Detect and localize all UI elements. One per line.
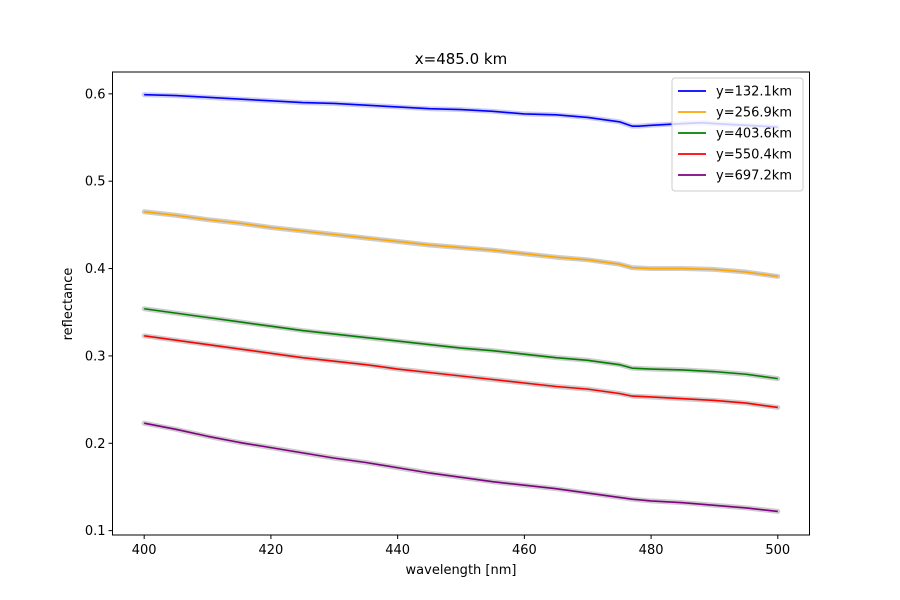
x-tick-label: 400 (132, 543, 157, 558)
y-tick-label: 0.3 (85, 349, 106, 364)
series-band-5 (141, 420, 781, 514)
plot-series (141, 92, 781, 514)
legend: y=132.1km y=256.9km y=403.6km y=550.4km y=69… (671, 77, 804, 192)
series-line-3 (144, 307, 778, 380)
x-axis-ticks: 400 420 440 460 480 500 (132, 535, 790, 558)
y-tick-label: 0.4 (85, 262, 106, 277)
legend-label-5: y=697.2km (716, 169, 792, 184)
series-band-3 (141, 306, 781, 382)
y-tick-label: 0.6 (85, 87, 106, 102)
y-axis-ticks: 0.1 0.2 0.3 0.4 0.5 0.6 (85, 87, 113, 539)
x-tick-label: 460 (512, 543, 537, 558)
chart-title: x=485.0 km (415, 50, 507, 68)
series-line-2 (144, 210, 778, 278)
x-tick-label: 420 (258, 543, 283, 558)
x-axis-label: wavelength [nm] (406, 563, 517, 578)
legend-label-4: y=550.4km (716, 148, 792, 163)
series-band-2 (141, 209, 781, 279)
x-tick-label: 440 (385, 543, 410, 558)
legend-label-3: y=403.6km (716, 127, 792, 142)
y-tick-label: 0.1 (85, 524, 106, 539)
x-tick-label: 480 (639, 543, 664, 558)
y-tick-label: 0.2 (85, 437, 106, 452)
y-axis-label: reflectance (61, 268, 76, 341)
plot-frame (112, 71, 810, 536)
legend-label-2: y=256.9km (716, 106, 792, 121)
legend-label-1: y=132.1km (716, 85, 792, 100)
y-tick-label: 0.5 (85, 175, 106, 190)
series-line-4 (144, 335, 778, 409)
series-line-5 (144, 422, 778, 513)
x-tick-label: 500 (765, 543, 790, 558)
legend-box (671, 77, 804, 192)
